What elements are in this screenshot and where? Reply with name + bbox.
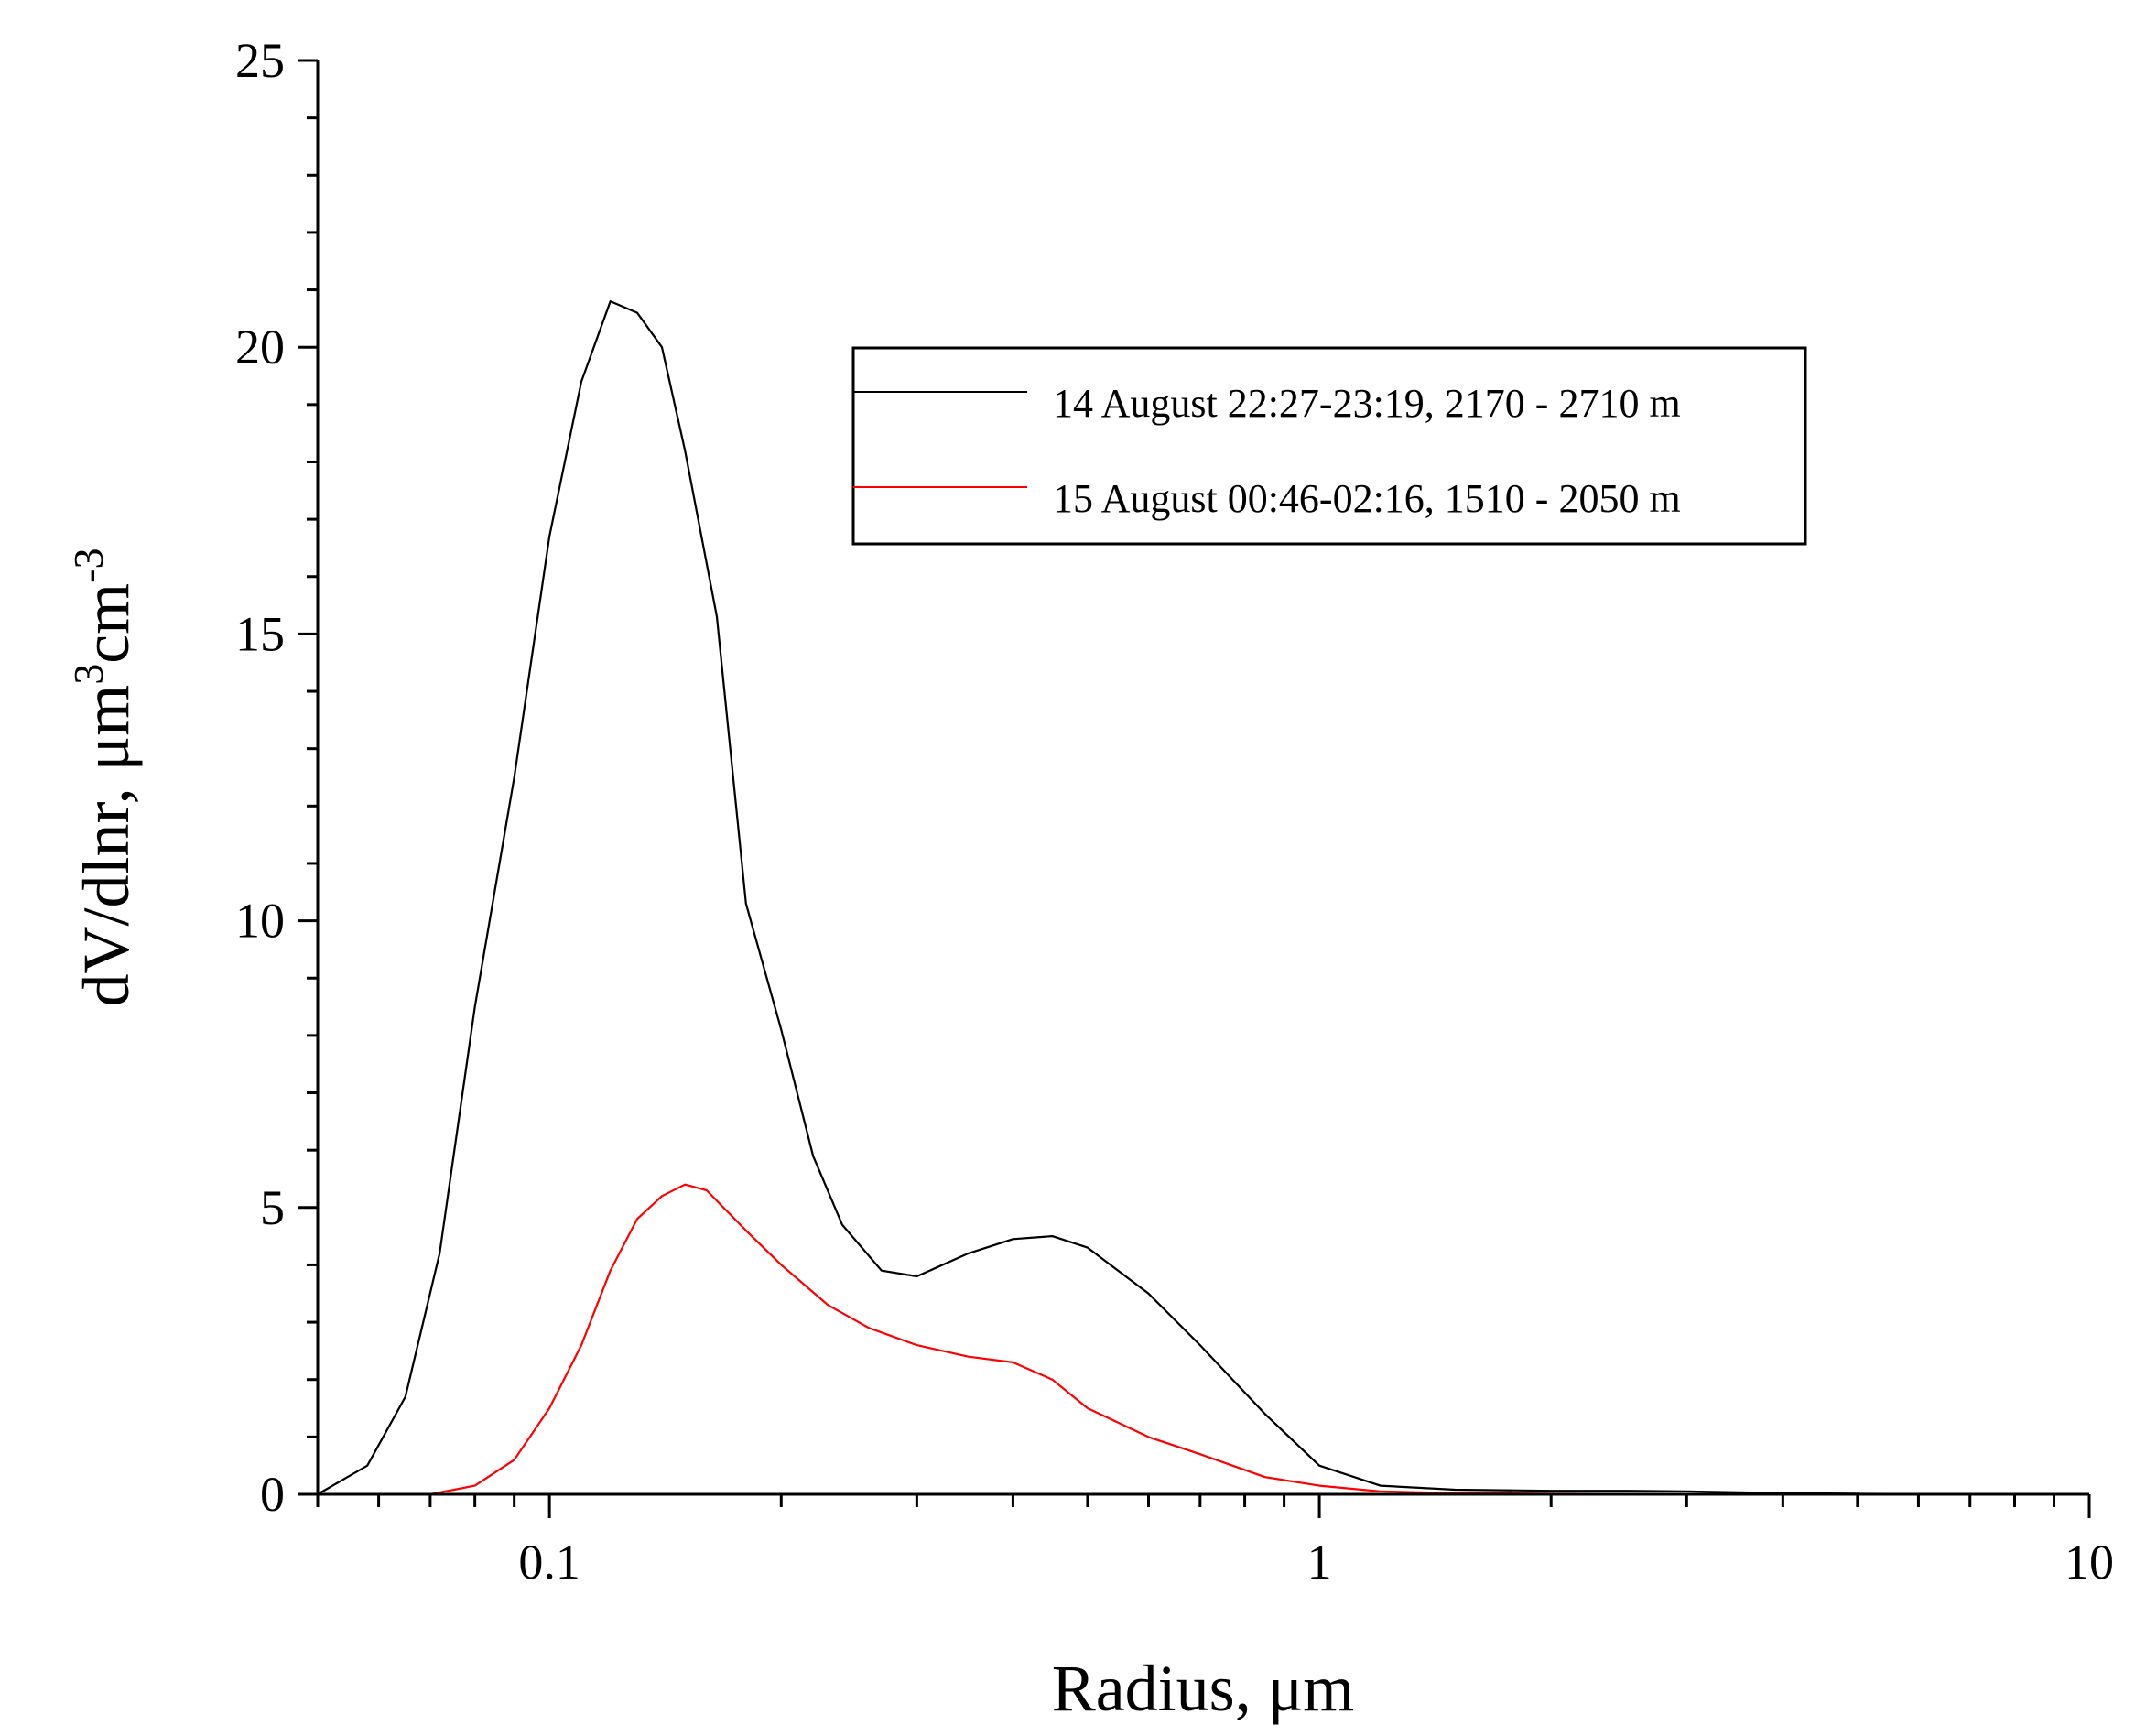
x-tick-label: 10 (2065, 1535, 2114, 1590)
y-tick-label: 25 (235, 33, 285, 88)
series-line-1 (317, 300, 2089, 1496)
legend-label-series-1: 14 August 22:27-23:19, 2170 - 2710 m (1053, 381, 1681, 426)
legend-label-series-2: 15 August 00:46-02:16, 1510 - 2050 m (1053, 476, 1681, 521)
y-tick-label: 20 (235, 320, 285, 374)
x-tick-label: 0.1 (518, 1535, 580, 1590)
y-tick-label: 0 (260, 1467, 285, 1522)
x-tick-label: 1 (1307, 1535, 1332, 1590)
axes-layer (316, 60, 2089, 1496)
y-axis-label-sup2: -3 (65, 548, 112, 583)
series-line-2 (318, 1183, 2089, 1496)
ticks-layer: 0 5 10 15 20 25 0.1 1 10 (235, 33, 2114, 1590)
y-axis-label-sup1: 3 (65, 664, 112, 685)
y-tick-label: 15 (235, 606, 285, 661)
y-axis-label-mid: cm (70, 583, 143, 664)
y-axis-label-prefix: dV/dlnr, μm (70, 685, 143, 1007)
y-tick-label: 5 (260, 1180, 285, 1235)
y-tick-label: 10 (235, 894, 285, 949)
y-axis-label: dV/dlnr, μm3cm-3 (65, 548, 143, 1007)
legend: 14 August 22:27-23:19, 2170 - 2710 m 15 … (851, 346, 1807, 546)
x-axis-label: Radius, μm (1052, 1652, 1355, 1725)
legend-box (851, 346, 1807, 546)
